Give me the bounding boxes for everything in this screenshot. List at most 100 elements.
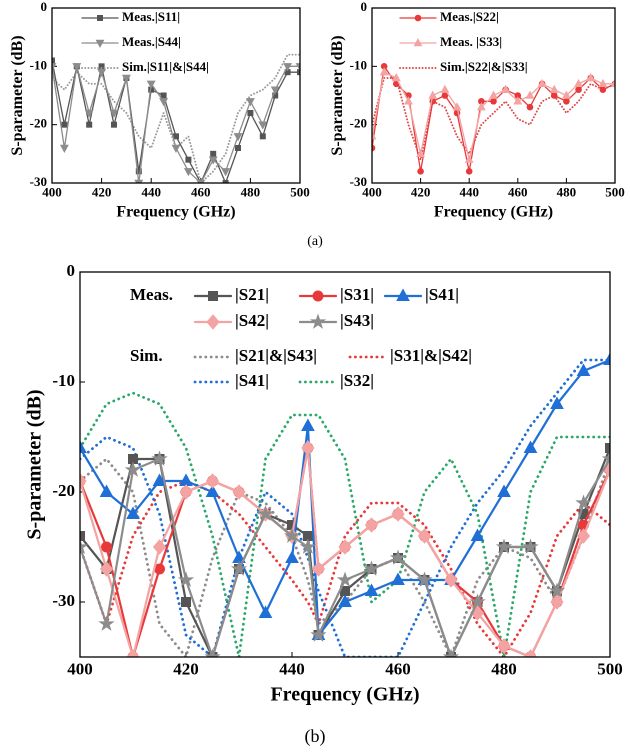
plot-frame <box>79 271 611 658</box>
marker <box>476 102 486 111</box>
legend-label: |S21|&|S43| <box>235 346 317 365</box>
marker <box>80 440 87 453</box>
marker <box>464 154 474 163</box>
marker <box>537 78 547 88</box>
legend-item: |S21| <box>193 285 269 304</box>
marker <box>134 179 144 183</box>
marker <box>311 561 326 577</box>
plot-frame <box>371 7 616 184</box>
marker <box>550 396 564 409</box>
y-tick-label: -10 <box>30 57 47 72</box>
series-line <box>80 457 610 657</box>
legend-label: |S43| <box>340 311 374 330</box>
marker <box>380 63 388 70</box>
marker <box>177 571 195 587</box>
x-axis-label: Frequency (GHz) <box>116 204 235 221</box>
marker <box>173 133 179 140</box>
marker <box>109 109 119 118</box>
marker <box>310 626 327 642</box>
marker <box>364 517 379 533</box>
y-axis-label: S-parameter (dB) <box>329 35 346 155</box>
x-tick-label: 500 <box>597 660 623 679</box>
marker <box>514 92 522 99</box>
legend-marker <box>95 39 105 48</box>
x-tick-label: 420 <box>411 184 431 199</box>
legend-marker <box>206 314 220 330</box>
marker <box>258 121 268 130</box>
marker <box>526 103 534 111</box>
marker <box>287 520 297 530</box>
marker <box>257 505 274 521</box>
legend-item: Meas.|S11| <box>81 9 180 24</box>
marker <box>391 572 405 585</box>
legend-item: Meas.|S22| <box>399 9 499 24</box>
x-tick-label: 460 <box>191 184 211 199</box>
marker <box>99 484 114 497</box>
x-tick-label: 400 <box>362 184 382 199</box>
marker <box>171 144 181 153</box>
x-tick-label: 440 <box>279 660 305 679</box>
x-tick-label: 440 <box>141 184 161 199</box>
panel: 400 420 440 460 480 500 -30 -20 -10 0 Frequency (G… <box>9 0 323 249</box>
marker <box>204 648 221 657</box>
marker <box>222 180 229 183</box>
marker <box>205 484 220 497</box>
legend-title: Meas. <box>130 285 173 304</box>
legend-label: |S32| <box>340 371 374 390</box>
series-line <box>80 358 610 657</box>
marker <box>599 86 607 93</box>
caption: (b) <box>305 726 326 747</box>
marker <box>391 73 401 82</box>
marker <box>452 102 462 111</box>
caption: (a) <box>307 234 323 249</box>
legend-title: Sim. <box>130 346 163 365</box>
marker <box>417 528 432 544</box>
x-tick-label: 460 <box>508 184 528 199</box>
series-line <box>80 479 610 657</box>
marker <box>340 586 350 596</box>
marker <box>575 86 582 93</box>
plot-frame <box>51 7 301 184</box>
marker <box>80 531 85 541</box>
legend-item: |S41| <box>383 285 459 304</box>
legend-item: Meas.|S44| <box>81 34 181 49</box>
marker <box>444 572 458 588</box>
legend-item: |S41| <box>193 371 269 390</box>
panel: 400 420 440 460 480 500 -30 -20 -10 0 Frequency (G… <box>329 0 625 221</box>
legend-label: Meas.|S44| <box>122 34 181 49</box>
marker <box>610 78 615 88</box>
marker <box>364 583 379 596</box>
y-tick-label: -30 <box>52 591 75 610</box>
marker <box>575 494 592 510</box>
marker <box>235 145 241 151</box>
legend-label: Meas.|S22| <box>440 9 499 24</box>
marker <box>152 473 167 486</box>
marker <box>121 74 131 83</box>
marker <box>389 549 407 565</box>
y-tick-label: -10 <box>350 57 367 72</box>
x-axis-label: Frequency (GHz) <box>434 204 553 221</box>
marker <box>128 454 138 464</box>
marker <box>501 84 511 93</box>
plot <box>80 352 610 657</box>
marker <box>146 80 156 89</box>
marker <box>126 506 140 519</box>
legend-marker <box>309 313 327 329</box>
marker <box>84 109 94 118</box>
legend-marker <box>396 288 410 301</box>
x-tick-label: 420 <box>173 660 199 679</box>
x-tick-label: 400 <box>42 184 62 199</box>
marker <box>301 440 315 456</box>
marker <box>603 352 610 365</box>
legend-label: |S41| <box>235 371 269 390</box>
marker <box>61 121 68 128</box>
marker <box>513 96 523 105</box>
marker <box>391 506 405 522</box>
marker <box>221 168 231 177</box>
marker <box>86 121 93 128</box>
marker <box>205 473 220 489</box>
marker <box>181 597 191 607</box>
marker <box>299 538 317 554</box>
marker <box>578 509 589 519</box>
legend-marker <box>414 14 422 22</box>
